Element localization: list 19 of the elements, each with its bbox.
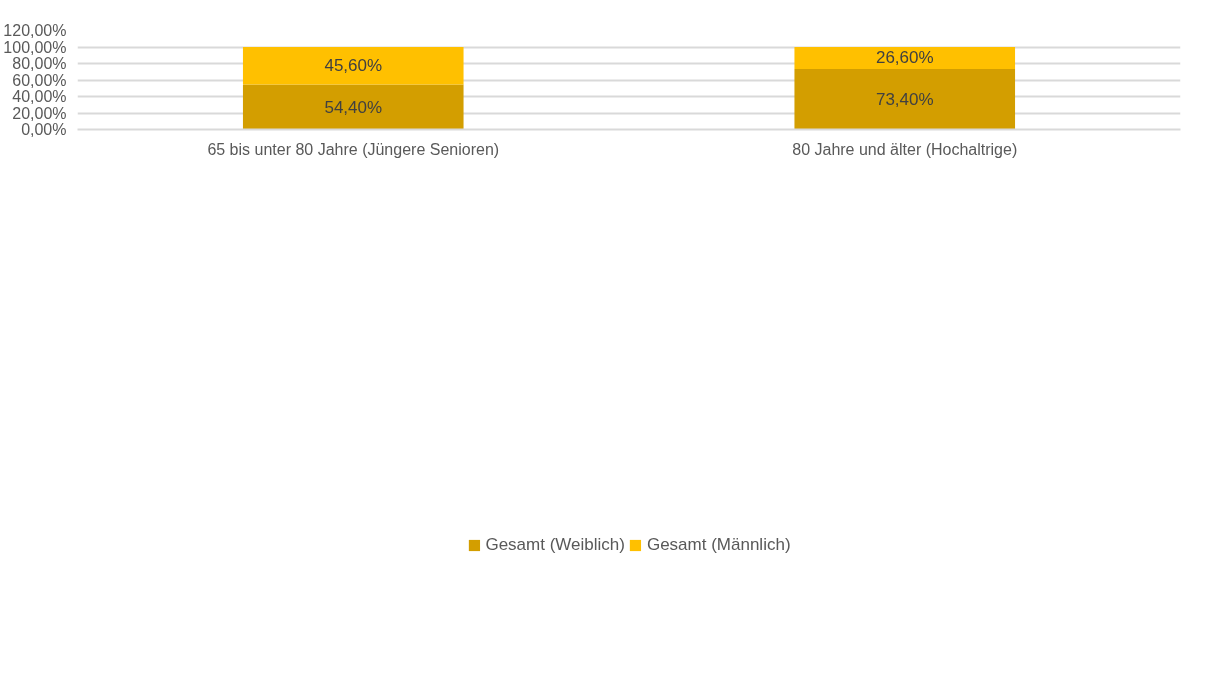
y-tick-label: 60,00% [12,71,67,89]
x-tick-label: 80 Jahre und älter (Hochaltrige) [792,140,1018,158]
bar [242,47,464,85]
y-tick-label: 120,00% [3,22,67,39]
y-tick-label: 40,00% [12,88,67,105]
data-label: 54,40% [324,97,383,117]
bar [242,84,464,130]
y-tick-label: 0,00% [21,121,67,138]
legend-label: Gesamt (Weiblich) [485,535,625,555]
y-tick-label: 100,00% [3,38,67,56]
y-tick-label: 80,00% [12,55,67,72]
bar [794,68,1016,130]
data-label: 45,60% [324,56,383,76]
data-label: 73,40% [875,89,934,109]
x-tick-label: 65 bis unter 80 Jahre (Jüngere Senioren) [207,140,500,158]
bar [794,47,1016,69]
legend-label: Gesamt (Männlich) [646,535,791,555]
data-label: 26,60% [875,48,934,68]
y-tick-label: 20,00% [12,104,67,122]
